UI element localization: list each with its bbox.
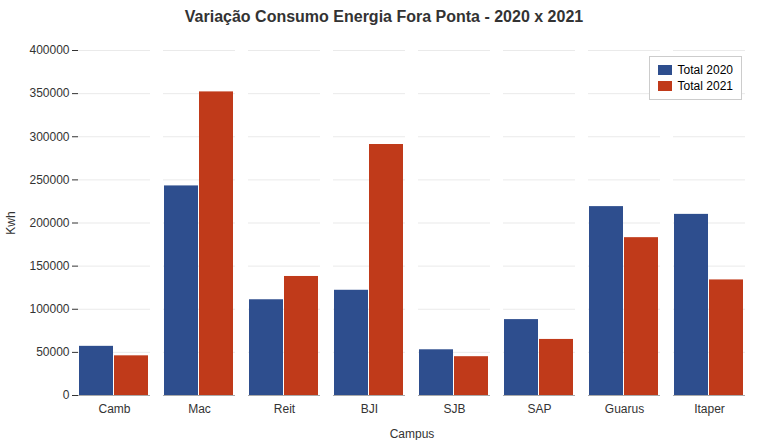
svg-text:SAP: SAP [527,402,551,416]
svg-text:250000: 250000 [29,173,69,187]
svg-text:Itaper: Itaper [694,402,725,416]
svg-text:BJI: BJI [361,402,378,416]
svg-text:Reit: Reit [274,402,296,416]
svg-text:Mac: Mac [188,402,211,416]
svg-text:150000: 150000 [29,259,69,273]
svg-text:100000: 100000 [29,302,69,316]
svg-text:400000: 400000 [29,43,69,57]
svg-text:350000: 350000 [29,86,69,100]
svg-text:Campus: Campus [390,427,435,441]
html-text:Variação Consumo Energia Fora: Variação Consumo Energia Fora Ponta - 20… [184,8,584,25]
html-text:Total 2020: Total 2020 [677,63,733,77]
svg-text:SJB: SJB [443,402,465,416]
svg-text:200000: 200000 [29,216,69,230]
svg-text:0: 0 [63,388,70,402]
svg-text:300000: 300000 [29,130,69,144]
svg-text:50000: 50000 [36,345,70,359]
svg-text:Camb: Camb [98,402,130,416]
svg-text:Guarus: Guarus [605,402,644,416]
html-text:Total 2021: Total 2021 [677,79,733,93]
svg-text:Kwh: Kwh [4,211,18,234]
